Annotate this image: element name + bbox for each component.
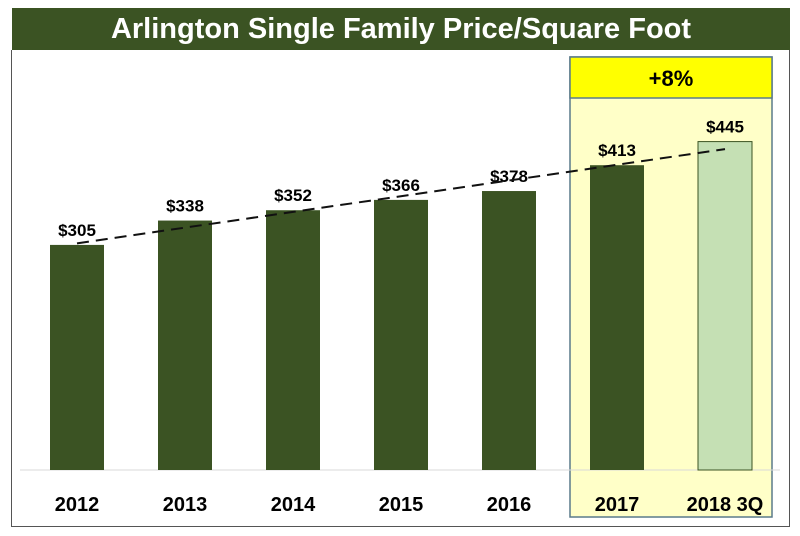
data-label: $445 [706,118,744,137]
x-tick-label: 2012 [55,494,100,516]
x-tick-label: 2013 [163,494,208,516]
x-tick-label: 2018 3Q [687,494,764,516]
highlight-header [569,56,773,99]
chart-title: Arlington Single Family Price/Square Foo… [12,8,790,50]
x-tick-label: 2014 [271,494,316,516]
data-label: $352 [274,186,312,205]
bar-2013 [158,220,212,470]
x-tick-label: 2017 [595,494,640,516]
data-label: $366 [382,176,420,195]
x-tick-label: 2016 [487,494,532,516]
bar-2015 [374,199,428,470]
data-label: $413 [598,141,636,160]
bar-2012 [50,244,104,470]
highlight-annotation: +8% [649,66,694,91]
bar-2017 [590,165,644,470]
x-tick-label: 2015 [379,494,424,516]
data-label: $338 [166,197,204,216]
plot-frame [11,50,790,527]
data-label: $305 [58,221,96,240]
trendline [76,148,726,245]
bar-2016 [482,191,536,470]
bar-2014 [266,210,320,470]
bar-2018-3Q [697,141,753,471]
